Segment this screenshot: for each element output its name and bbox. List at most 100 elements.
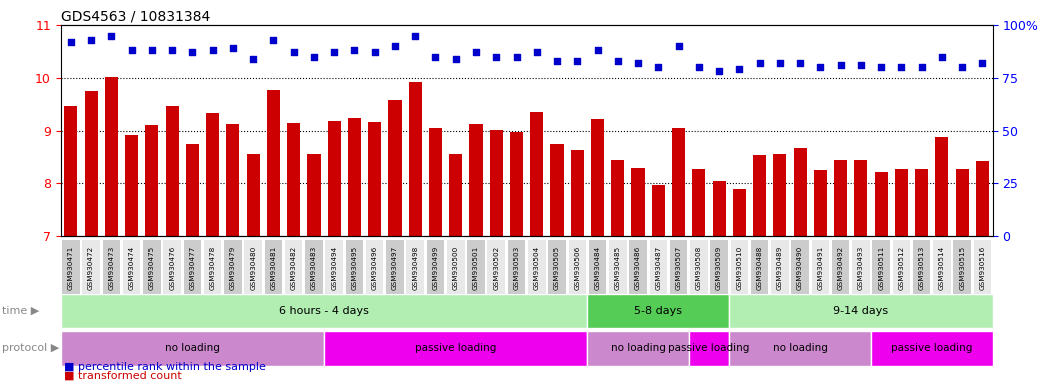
Bar — [571, 150, 584, 236]
Point — [731, 66, 748, 73]
Point — [245, 56, 262, 62]
Point — [934, 53, 951, 60]
Bar — [729, 294, 993, 328]
Point — [386, 43, 403, 49]
Bar — [530, 112, 543, 236]
Point — [83, 37, 99, 43]
Point — [326, 50, 342, 56]
Point — [103, 33, 119, 39]
Bar — [146, 125, 158, 236]
Bar — [611, 160, 624, 236]
Text: no loading: no loading — [610, 343, 666, 353]
Point — [265, 37, 282, 43]
Bar — [871, 331, 993, 366]
Point — [427, 53, 444, 60]
Text: time ▶: time ▶ — [2, 306, 40, 316]
Text: protocol ▶: protocol ▶ — [2, 343, 60, 353]
Bar — [105, 77, 118, 236]
Bar — [388, 100, 402, 236]
Bar — [247, 154, 260, 236]
Bar — [591, 119, 604, 236]
Point — [772, 60, 788, 66]
Bar — [206, 113, 219, 236]
Point — [63, 39, 80, 45]
Point — [224, 45, 241, 51]
Bar — [551, 144, 563, 236]
Bar — [631, 167, 645, 236]
Point — [629, 60, 646, 66]
Point — [893, 64, 910, 70]
Bar — [689, 331, 729, 366]
Bar — [651, 185, 665, 236]
Point — [306, 53, 322, 60]
Point — [347, 47, 363, 53]
Point — [569, 58, 585, 64]
Bar — [348, 118, 361, 236]
Point — [609, 58, 626, 64]
Point — [163, 47, 180, 53]
Point — [650, 64, 667, 70]
Bar — [692, 169, 706, 236]
Bar — [976, 161, 989, 236]
Point — [407, 33, 424, 39]
Text: 9-14 days: 9-14 days — [833, 306, 889, 316]
Text: passive loading: passive loading — [891, 343, 973, 353]
Bar — [287, 123, 300, 236]
Point — [124, 47, 140, 53]
Point — [143, 47, 160, 53]
Bar — [369, 122, 381, 236]
Point — [711, 68, 728, 74]
Bar — [325, 331, 587, 366]
Bar — [449, 154, 463, 236]
Point — [792, 60, 808, 66]
Point — [589, 47, 606, 53]
Bar — [61, 331, 325, 366]
Point — [812, 64, 829, 70]
Bar — [834, 160, 847, 236]
Text: 6 hours - 4 days: 6 hours - 4 days — [280, 306, 369, 316]
Text: no loading: no loading — [165, 343, 220, 353]
Bar — [469, 124, 483, 236]
Point — [204, 47, 221, 53]
Bar — [328, 121, 340, 236]
Bar — [854, 160, 868, 236]
Point — [366, 50, 383, 56]
Bar — [935, 137, 949, 236]
Point — [468, 50, 485, 56]
Bar — [874, 172, 888, 236]
Bar — [794, 148, 806, 236]
Bar — [774, 154, 786, 236]
Bar — [733, 189, 745, 236]
Bar — [61, 294, 587, 328]
Point — [690, 64, 707, 70]
Point — [184, 50, 201, 56]
Text: no loading: no loading — [773, 343, 827, 353]
Bar — [713, 181, 726, 236]
Bar — [729, 331, 871, 366]
Point — [954, 64, 971, 70]
Bar — [429, 129, 442, 236]
Point — [488, 53, 505, 60]
Bar — [308, 154, 320, 236]
Text: passive loading: passive loading — [415, 343, 496, 353]
Bar — [956, 169, 968, 236]
Text: ■ percentile rank within the sample: ■ percentile rank within the sample — [64, 362, 266, 372]
Point — [508, 53, 525, 60]
Point — [873, 64, 890, 70]
Bar — [753, 156, 766, 236]
Point — [285, 50, 302, 56]
Text: 5-8 days: 5-8 days — [634, 306, 683, 316]
Point — [852, 62, 869, 68]
Point — [529, 50, 545, 56]
Point — [751, 60, 767, 66]
Point — [832, 62, 849, 68]
Bar — [587, 294, 729, 328]
Point — [549, 58, 565, 64]
Bar — [814, 170, 827, 236]
Point — [670, 43, 687, 49]
Bar — [165, 106, 179, 236]
Bar — [895, 169, 908, 236]
Point — [447, 56, 464, 62]
Bar — [510, 132, 524, 236]
Bar — [587, 331, 689, 366]
